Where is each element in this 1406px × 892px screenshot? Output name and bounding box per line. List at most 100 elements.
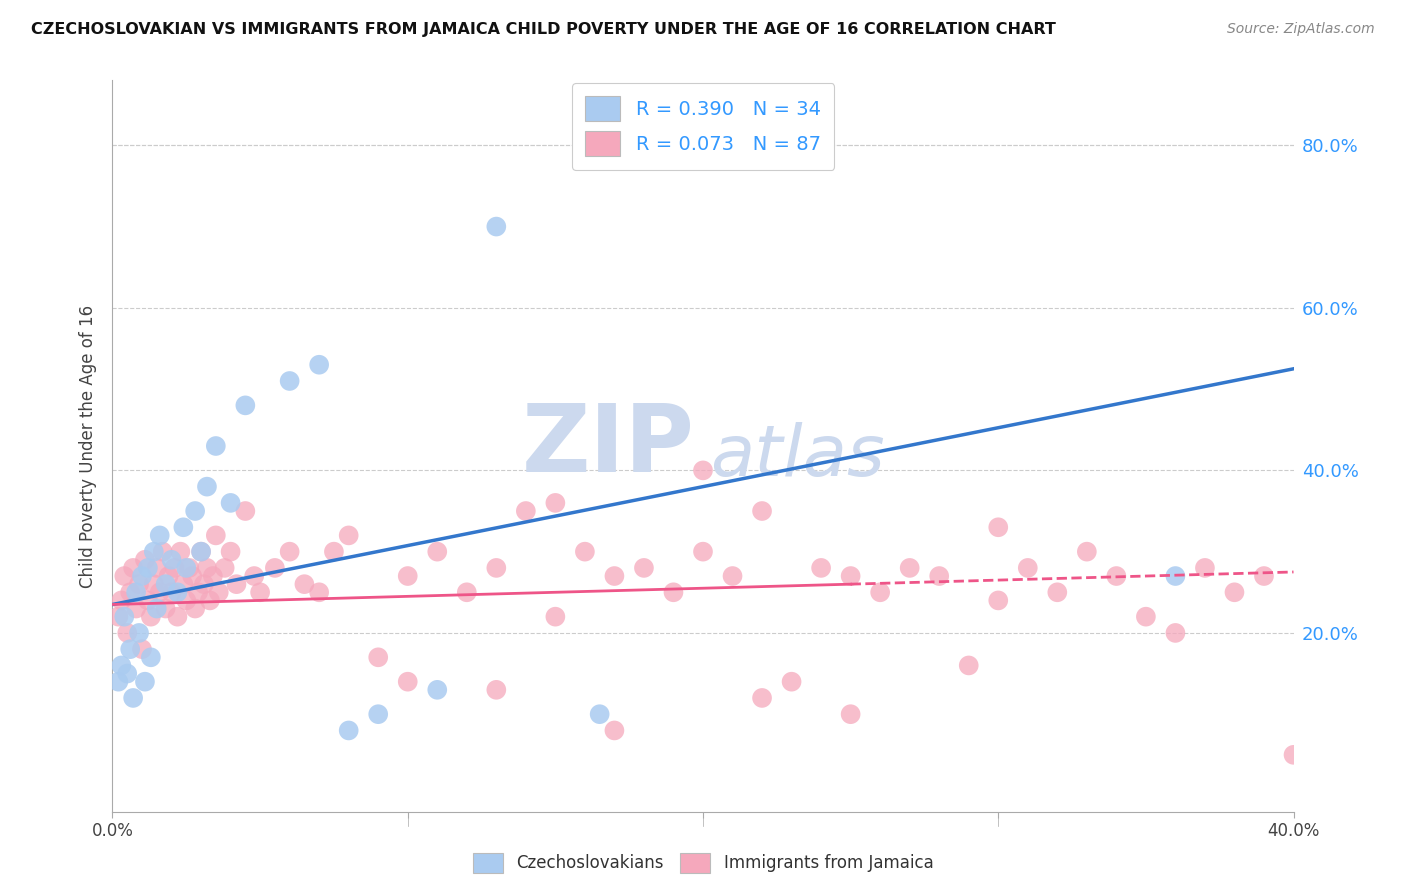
Point	[160, 585, 183, 599]
Point	[544, 496, 567, 510]
Point	[1223, 585, 1246, 599]
Point	[219, 544, 242, 558]
Point	[603, 723, 626, 738]
Point	[128, 577, 150, 591]
Point	[588, 707, 610, 722]
Point	[987, 520, 1010, 534]
Point	[1282, 747, 1305, 762]
Point	[134, 674, 156, 689]
Point	[633, 561, 655, 575]
Point	[898, 561, 921, 575]
Point	[544, 609, 567, 624]
Point	[166, 585, 188, 599]
Point	[1135, 609, 1157, 624]
Point	[337, 528, 360, 542]
Point	[662, 585, 685, 599]
Point	[112, 609, 135, 624]
Point	[120, 642, 142, 657]
Point	[1046, 585, 1069, 599]
Point	[131, 642, 153, 657]
Point	[574, 544, 596, 558]
Text: ZIP: ZIP	[522, 400, 695, 492]
Point	[174, 593, 197, 607]
Point	[396, 674, 419, 689]
Point	[110, 658, 132, 673]
Point	[214, 561, 236, 575]
Point	[957, 658, 980, 673]
Point	[1105, 569, 1128, 583]
Point	[179, 561, 201, 575]
Point	[869, 585, 891, 599]
Point	[184, 601, 207, 615]
Point	[839, 707, 862, 722]
Point	[839, 569, 862, 583]
Point	[987, 593, 1010, 607]
Point	[219, 496, 242, 510]
Point	[155, 601, 177, 615]
Point	[485, 561, 508, 575]
Point	[456, 585, 478, 599]
Point	[198, 593, 221, 607]
Point	[208, 585, 231, 599]
Point	[1253, 569, 1275, 583]
Point	[278, 544, 301, 558]
Point	[1194, 561, 1216, 575]
Point	[122, 561, 145, 575]
Point	[337, 723, 360, 738]
Text: atlas: atlas	[710, 423, 884, 491]
Point	[142, 577, 165, 591]
Point	[1164, 626, 1187, 640]
Point	[166, 609, 188, 624]
Point	[780, 674, 803, 689]
Point	[426, 544, 449, 558]
Point	[205, 439, 228, 453]
Point	[120, 585, 142, 599]
Point	[692, 463, 714, 477]
Point	[190, 544, 212, 558]
Point	[396, 569, 419, 583]
Point	[163, 561, 186, 575]
Point	[169, 544, 191, 558]
Point	[751, 690, 773, 705]
Point	[485, 682, 508, 697]
Point	[201, 569, 224, 583]
Point	[155, 577, 177, 591]
Point	[278, 374, 301, 388]
Point	[323, 544, 346, 558]
Point	[157, 569, 180, 583]
Point	[233, 398, 256, 412]
Point	[136, 561, 159, 575]
Point	[367, 650, 389, 665]
Point	[515, 504, 537, 518]
Point	[603, 569, 626, 583]
Point	[292, 577, 315, 591]
Point	[810, 561, 832, 575]
Point	[146, 561, 169, 575]
Point	[107, 609, 129, 624]
Text: CZECHOSLOVAKIAN VS IMMIGRANTS FROM JAMAICA CHILD POVERTY UNDER THE AGE OF 16 COR: CZECHOSLOVAKIAN VS IMMIGRANTS FROM JAMAI…	[31, 22, 1056, 37]
Point	[249, 585, 271, 599]
Point	[181, 569, 204, 583]
Point	[264, 561, 287, 575]
Point	[1076, 544, 1098, 558]
Point	[485, 219, 508, 234]
Point	[1164, 569, 1187, 583]
Point	[112, 569, 135, 583]
Point	[125, 585, 148, 599]
Point	[195, 480, 218, 494]
Point	[308, 358, 330, 372]
Legend: Czechoslovakians, Immigrants from Jamaica: Czechoslovakians, Immigrants from Jamaic…	[465, 847, 941, 880]
Point	[146, 601, 169, 615]
Point	[107, 674, 129, 689]
Point	[751, 504, 773, 518]
Point	[172, 577, 194, 591]
Point	[426, 682, 449, 697]
Point	[117, 626, 138, 640]
Point	[190, 544, 212, 558]
Point	[233, 504, 256, 518]
Point	[174, 561, 197, 575]
Point	[205, 528, 228, 542]
Point	[193, 577, 215, 591]
Point	[134, 553, 156, 567]
Point	[117, 666, 138, 681]
